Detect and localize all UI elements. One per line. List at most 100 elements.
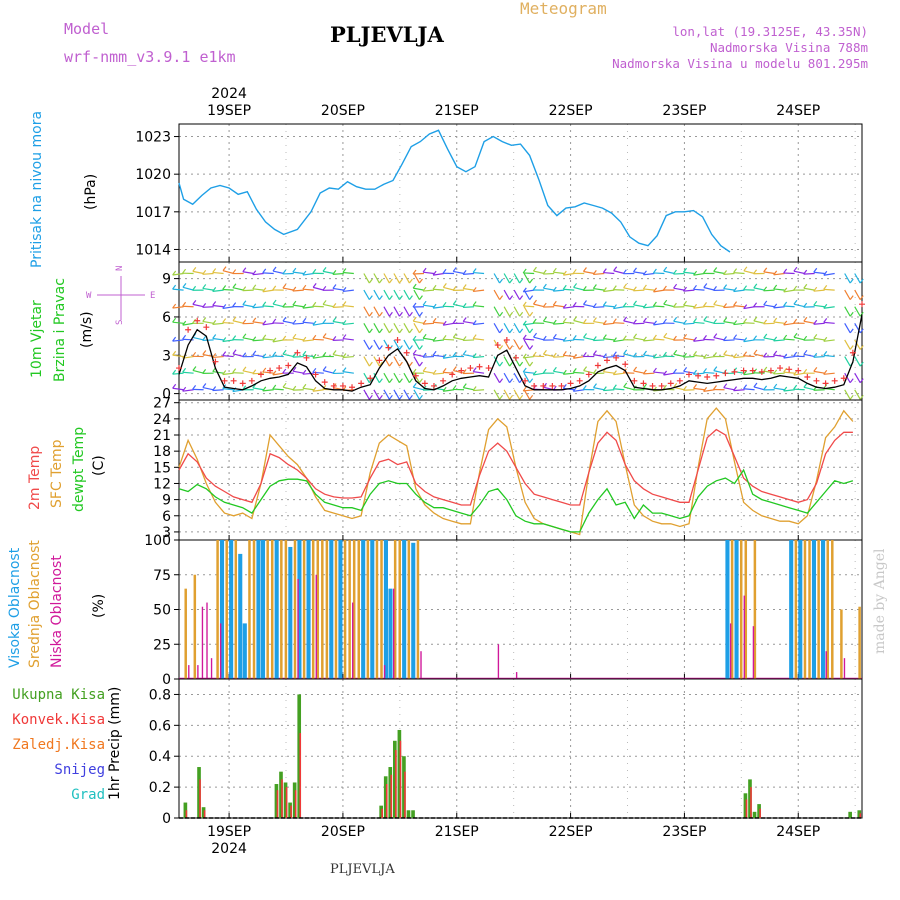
wind-barb-flag	[803, 316, 808, 322]
wind-gust-marker	[685, 371, 692, 378]
wind-barb-flag	[442, 386, 447, 392]
wind-barb	[783, 289, 795, 293]
wind-barb	[363, 339, 370, 350]
wind-barb-flag	[519, 278, 524, 284]
wind-barb-flag	[663, 370, 668, 376]
wind-barb-flag	[522, 287, 527, 293]
wind-barb-flag	[542, 368, 547, 374]
bottom-date-label: 24SEP	[776, 824, 820, 840]
wind-barb	[533, 303, 545, 308]
cloud-bar-low	[843, 658, 846, 679]
wind-gust-marker	[321, 379, 328, 386]
wind-barb-flag	[472, 301, 477, 306]
wind-barb-flag	[242, 333, 247, 339]
wind-barb-flag	[612, 384, 617, 390]
wind-barb-flag	[583, 300, 587, 305]
wind-barb-flag	[182, 320, 187, 326]
precip-bar-total	[402, 756, 406, 818]
wind-barb-flag	[793, 351, 798, 357]
wind-barb	[373, 273, 380, 284]
wind-gust-marker	[212, 358, 219, 365]
wind-barb	[773, 387, 785, 391]
wind-barb	[723, 354, 735, 358]
wind-barb	[763, 337, 775, 341]
wind-barb-flag	[582, 385, 587, 390]
precip-bar-convective	[404, 771, 406, 818]
wind-barb	[513, 339, 521, 350]
wind-barb	[383, 273, 390, 284]
wind-gust-marker	[394, 336, 401, 343]
wind-barb	[473, 322, 485, 326]
wind-barb-flag	[552, 267, 557, 273]
wind-barb	[232, 320, 244, 324]
wind-barb	[793, 336, 805, 341]
cloud-bar-low	[206, 602, 208, 679]
cloud-bar-low	[352, 602, 354, 679]
cloud-bar-mid	[280, 540, 283, 679]
wind-barb-flag	[302, 350, 307, 356]
wind-barb	[553, 271, 565, 275]
wind-barb-flag	[593, 383, 597, 389]
wind-barb	[423, 370, 435, 374]
cloud-bar-low	[188, 665, 190, 679]
wind-barb-flag	[693, 303, 698, 309]
wind-barb	[813, 337, 825, 341]
wind-barb-flag	[368, 361, 373, 367]
wind-barb-flag	[282, 382, 287, 388]
wind-barb	[413, 323, 420, 334]
wind-barb-flag	[783, 353, 788, 359]
wind-barb-flag	[282, 316, 287, 322]
wind-barb	[413, 389, 420, 400]
wind-barb-flag	[418, 378, 423, 384]
wind-barb-flag	[773, 303, 778, 309]
y-tick-label: 25	[153, 637, 171, 653]
wind-barb-flag	[172, 383, 177, 389]
wind-barb	[342, 355, 354, 359]
wind-barb-flag	[823, 351, 828, 356]
wind-barb	[192, 270, 204, 275]
wind-barb	[593, 387, 605, 391]
wind-barb-flag	[519, 295, 524, 300]
wind-barb	[222, 321, 234, 324]
wind-barb	[723, 387, 735, 391]
pressure-line	[178, 129, 731, 253]
wind-barb	[363, 289, 370, 300]
wind-barb	[753, 386, 765, 391]
wind-barb-flag	[823, 270, 828, 276]
wind-barb	[723, 339, 735, 342]
wind-barb-flag	[418, 394, 423, 400]
wind-barb	[603, 271, 615, 275]
wind-barb	[603, 389, 615, 392]
wind-barb	[823, 339, 835, 342]
wind-barb	[763, 271, 775, 275]
cloud-bar-mid	[398, 540, 401, 679]
wind-barb-flag	[408, 295, 413, 300]
wind-barb-flag	[673, 283, 678, 289]
wind-barb	[613, 355, 625, 358]
wind-barb-flag	[408, 311, 413, 317]
cloud-bar-high	[297, 540, 302, 679]
wind-barb	[653, 289, 665, 293]
precip-bar-convective	[395, 750, 397, 818]
precip-bar-convective	[290, 805, 292, 818]
wind-barb	[473, 304, 485, 308]
wind-barb-flag	[312, 353, 317, 359]
wind-barb	[793, 303, 805, 308]
y-tick-label: 3	[162, 525, 171, 541]
wind-barb-flag	[683, 366, 688, 372]
wind-barb	[422, 355, 435, 358]
wind-barb-flag	[562, 270, 567, 276]
wind-barb	[422, 289, 435, 292]
wind-barb	[533, 336, 545, 341]
wind-barb-flag	[332, 269, 337, 275]
wind-barb-flag	[723, 317, 728, 322]
precip-bar-total	[274, 784, 279, 818]
wind-gust-marker	[613, 354, 620, 361]
precip-bar-total	[279, 771, 283, 818]
precip-bar-total	[393, 740, 397, 818]
wind-barb	[593, 339, 605, 342]
precip-bar-convective	[385, 784, 388, 818]
wind-barb-flag	[432, 270, 437, 276]
wind-barb	[373, 289, 380, 300]
wind-barb	[222, 270, 234, 275]
